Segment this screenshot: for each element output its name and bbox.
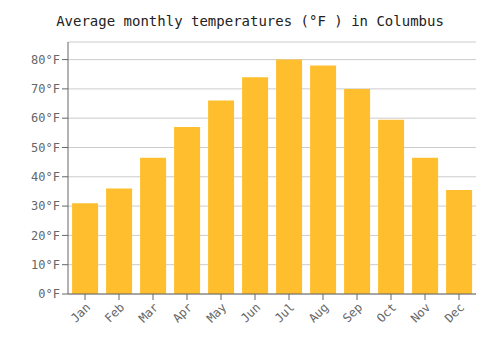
svg-text:Nov: Nov	[408, 300, 433, 325]
svg-text:80°F: 80°F	[31, 53, 60, 67]
svg-text:0°F: 0°F	[38, 287, 60, 301]
svg-text:60°F: 60°F	[31, 111, 60, 125]
svg-text:20°F: 20°F	[31, 229, 60, 243]
svg-text:30°F: 30°F	[31, 199, 60, 213]
svg-text:May: May	[204, 300, 229, 325]
svg-text:Jan: Jan	[68, 300, 93, 325]
svg-text:50°F: 50°F	[31, 141, 60, 155]
svg-text:Sep: Sep	[340, 300, 365, 325]
svg-text:Feb: Feb	[102, 300, 127, 325]
svg-text:Jul: Jul	[272, 300, 297, 325]
svg-text:40°F: 40°F	[31, 170, 60, 184]
html-text:Average monthly temperatures (: Average monthly temperatures (°F ) in Co…	[56, 13, 444, 29]
svg-text:10°F: 10°F	[31, 258, 60, 272]
svg-text:Mar: Mar	[136, 300, 161, 325]
svg-text:Aug: Aug	[306, 300, 331, 325]
svg-text:Apr: Apr	[170, 300, 195, 325]
svg-text:70°F: 70°F	[31, 82, 60, 96]
svg-text:Jun: Jun	[238, 300, 263, 325]
svg-text:Oct: Oct	[374, 300, 399, 325]
svg-text:Dec: Dec	[442, 300, 467, 325]
